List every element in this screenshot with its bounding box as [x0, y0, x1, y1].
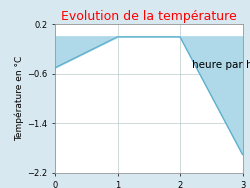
- Text: heure par heure: heure par heure: [192, 60, 250, 70]
- Title: Evolution de la température: Evolution de la température: [61, 10, 236, 23]
- Y-axis label: Température en °C: Température en °C: [15, 56, 24, 141]
